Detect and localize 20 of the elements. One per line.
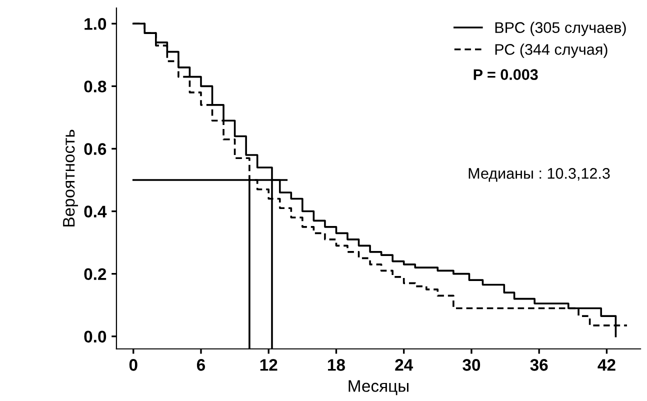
legend-label: ВРС (305 случаев) xyxy=(495,22,626,36)
y-tick-label: 0.0 xyxy=(84,330,106,343)
y-tick-label: 0.6 xyxy=(84,143,106,155)
x-tick-label: 6 xyxy=(196,359,206,371)
x-tick-label: 30 xyxy=(462,359,480,371)
y-tick-label: 0.4 xyxy=(84,206,107,218)
legend-label: РС (344 случая) xyxy=(495,44,608,58)
x-tick-label: 42 xyxy=(598,359,616,371)
x-tick-label: 12 xyxy=(260,359,278,371)
x-tick-label: 24 xyxy=(395,359,414,371)
annotation: Медианы : 10.3,12.3 xyxy=(468,168,610,182)
y-axis-title: Вероятность xyxy=(63,130,78,226)
x-tick-label: 0 xyxy=(129,359,138,371)
x-tick-label: 18 xyxy=(328,359,345,371)
x-tick-label: 36 xyxy=(530,359,548,371)
x-axis-title: Месяцы xyxy=(348,380,408,396)
y-tick-label: 0.2 xyxy=(84,268,106,280)
annotation: P = 0.003 xyxy=(474,69,538,80)
y-tick-label: 0.8 xyxy=(84,80,106,92)
y-tick-label: 1.0 xyxy=(84,18,106,30)
